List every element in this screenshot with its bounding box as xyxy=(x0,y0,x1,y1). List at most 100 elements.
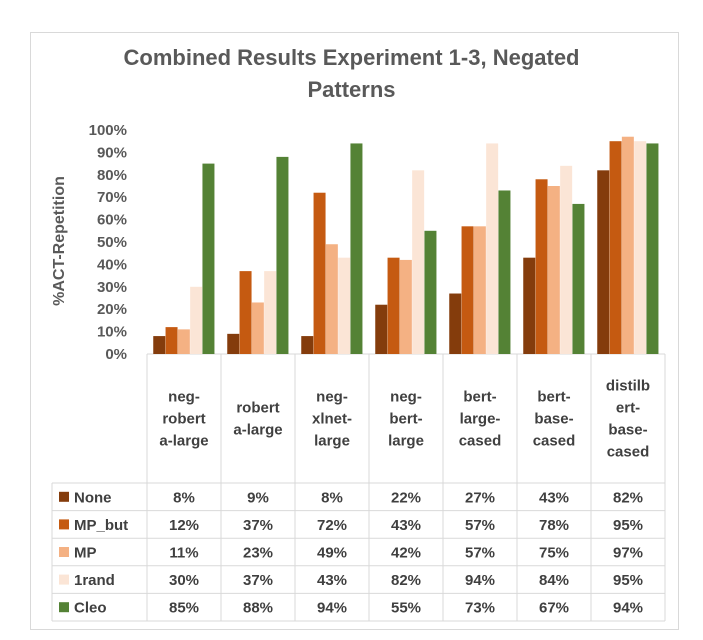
bar-1rand xyxy=(560,165,573,354)
bar-mp-but xyxy=(313,192,326,354)
table-cell: 55% xyxy=(391,600,421,617)
y-tick-label: 50% xyxy=(97,234,127,251)
bar-mp-but xyxy=(535,179,548,354)
bar-1rand xyxy=(264,271,277,354)
table-cell: 82% xyxy=(391,572,421,589)
table-cell: 84% xyxy=(539,572,569,589)
category-label: bert-large-cased xyxy=(459,389,502,450)
bar-cleo xyxy=(202,163,215,354)
bar-1rand xyxy=(190,286,203,354)
legend-label-cleo: Cleo xyxy=(74,600,107,617)
bar-1rand xyxy=(338,257,351,354)
legend-label-mp: MP xyxy=(74,545,97,562)
table-cell: 43% xyxy=(539,489,569,506)
bar-mp xyxy=(399,259,412,354)
chart-title-line-1: Combined Results Experiment 1-3, Negated xyxy=(123,45,580,70)
table-cell: 8% xyxy=(321,489,343,506)
table-cell: 94% xyxy=(465,572,495,589)
data-table: neg-robert a-large robert a-large neg-xlnet-… xyxy=(51,354,666,622)
legend-label-mp-but: MP_but xyxy=(74,517,128,534)
table-cell: 95% xyxy=(613,572,643,589)
y-tick-label: 10% xyxy=(97,324,127,341)
table-cell: 30% xyxy=(169,572,199,589)
category-label: neg-robert a-large xyxy=(159,389,208,450)
bar-cleo xyxy=(572,203,585,354)
table-cell: 37% xyxy=(243,517,273,534)
legend-swatch-cleo xyxy=(59,602,69,613)
table-cell: 23% xyxy=(243,545,273,562)
y-tick-label: 20% xyxy=(97,301,127,318)
y-tick-label: 0% xyxy=(105,346,127,363)
bar-mp xyxy=(621,136,634,354)
bar-none xyxy=(597,170,610,354)
chart-title-line-2: Patterns xyxy=(307,77,396,102)
table-cell: 94% xyxy=(613,600,643,617)
bar-cleo xyxy=(498,190,511,354)
table-cell: 9% xyxy=(247,489,269,506)
bar-mp xyxy=(325,244,338,354)
table-cell: 57% xyxy=(465,545,495,562)
table-cell: 42% xyxy=(391,545,421,562)
table-cell: 67% xyxy=(539,600,569,617)
bar-none xyxy=(301,336,314,354)
table-cell: 37% xyxy=(243,572,273,589)
bar-none xyxy=(227,333,240,354)
bar-mp-but xyxy=(609,141,622,354)
bar-mp xyxy=(473,226,486,354)
table-cell: 11% xyxy=(169,545,198,562)
bar-1rand xyxy=(486,143,499,354)
bar-cleo xyxy=(276,156,289,354)
table-cell: 82% xyxy=(613,489,643,506)
y-tick-label: 40% xyxy=(97,256,127,273)
bar-cleo xyxy=(424,230,437,354)
table-cell: 8% xyxy=(173,489,195,506)
chart-title: Combined Results Experiment 1-3, Negated… xyxy=(0,42,703,106)
category-label: distilb ert-base-cased xyxy=(606,378,650,461)
table-cell: 27% xyxy=(465,489,495,506)
bar-none xyxy=(375,304,388,354)
legend-label-none: None xyxy=(74,489,112,506)
table-cell: 57% xyxy=(465,517,495,534)
legend-swatch-1rand xyxy=(59,574,69,585)
bar-cleo xyxy=(646,143,659,354)
category-label: neg-bert-large xyxy=(388,389,424,450)
bars-layer xyxy=(153,136,659,354)
category-label: bert-base-cased xyxy=(533,389,576,450)
bar-mp xyxy=(177,329,190,354)
table-cell: 22% xyxy=(391,489,421,506)
table-cell: 12% xyxy=(169,517,199,534)
table-cell: 85% xyxy=(169,600,199,617)
table-cell: 78% xyxy=(539,517,569,534)
legend-swatch-mp xyxy=(59,547,69,557)
y-tick-label: 60% xyxy=(97,212,127,229)
y-tick-label: 30% xyxy=(97,279,127,296)
table-cell: 72% xyxy=(317,517,347,534)
bar-mp-but xyxy=(165,327,178,354)
bar-none xyxy=(449,293,462,354)
y-axis-label: %ACT-Repetition xyxy=(51,176,68,306)
bar-1rand xyxy=(412,170,425,354)
bar-mp-but xyxy=(239,271,252,354)
table-cell: 73% xyxy=(465,600,495,617)
table-cell: 49% xyxy=(317,545,347,562)
category-label: neg-xlnet-large xyxy=(312,389,352,450)
bar-none xyxy=(523,257,536,354)
table-cell: 95% xyxy=(613,517,643,534)
table-cell: 75% xyxy=(539,545,569,562)
table-cell: 88% xyxy=(243,600,273,617)
legend-label-1rand: 1rand xyxy=(74,572,115,589)
bar-mp-but xyxy=(461,226,474,354)
y-tick-label: 80% xyxy=(97,167,127,184)
table-cell: 43% xyxy=(391,517,421,534)
bar-mp-but xyxy=(387,257,400,354)
bar-cleo xyxy=(350,143,363,354)
table-cell: 97% xyxy=(613,545,643,562)
legend-swatch-none xyxy=(59,491,69,502)
y-tick-label: 90% xyxy=(97,144,127,161)
bar-none xyxy=(153,336,166,354)
legend-swatch-mp-but xyxy=(59,519,69,530)
bar-mp xyxy=(251,302,264,354)
bar-1rand xyxy=(634,141,647,354)
category-label: robert a-large xyxy=(233,400,282,439)
